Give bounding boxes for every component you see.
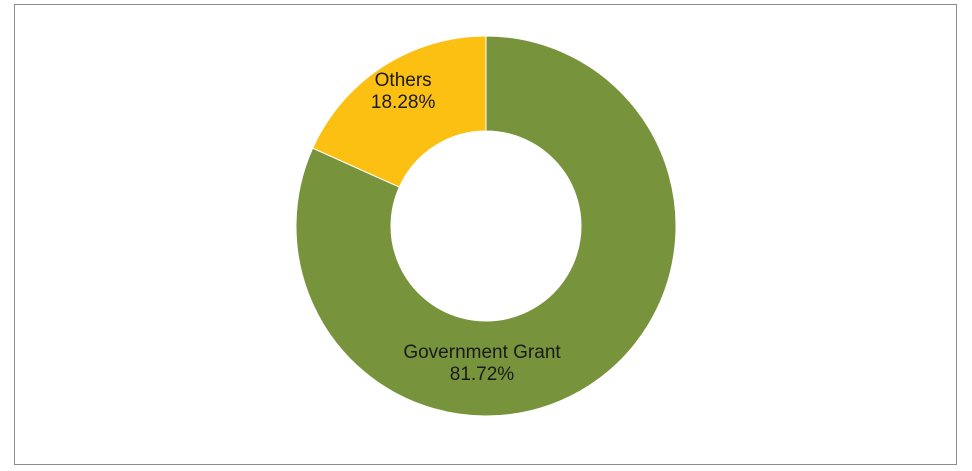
slice-percent-label: 81.72% [450, 364, 515, 385]
chart-area: Government Grant 81.72% Others 18.28% [14, 4, 957, 465]
slices-layer [295, 35, 677, 417]
slice-government-grant [295, 35, 677, 417]
slice-name-label: Others [375, 70, 432, 91]
slice-name-label: Government Grant [403, 342, 561, 363]
slice-others [312, 35, 487, 188]
slice-percent-label: 18.28% [371, 92, 436, 113]
